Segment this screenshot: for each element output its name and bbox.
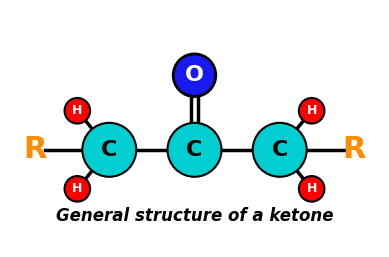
Text: C: C [101, 140, 117, 160]
Text: H: H [307, 104, 317, 117]
Circle shape [65, 98, 90, 124]
Circle shape [82, 123, 136, 177]
Text: C: C [272, 140, 288, 160]
Text: H: H [307, 182, 317, 195]
Text: C: C [186, 140, 203, 160]
Text: R: R [23, 135, 46, 164]
Circle shape [168, 123, 221, 177]
Circle shape [253, 123, 307, 177]
Text: General structure of a ketone: General structure of a ketone [56, 207, 333, 225]
Text: O: O [185, 65, 204, 85]
Circle shape [173, 54, 216, 97]
Circle shape [299, 98, 324, 124]
Text: H: H [72, 104, 82, 117]
Circle shape [299, 176, 324, 202]
Text: H: H [72, 182, 82, 195]
Circle shape [65, 176, 90, 202]
Text: R: R [343, 135, 366, 164]
